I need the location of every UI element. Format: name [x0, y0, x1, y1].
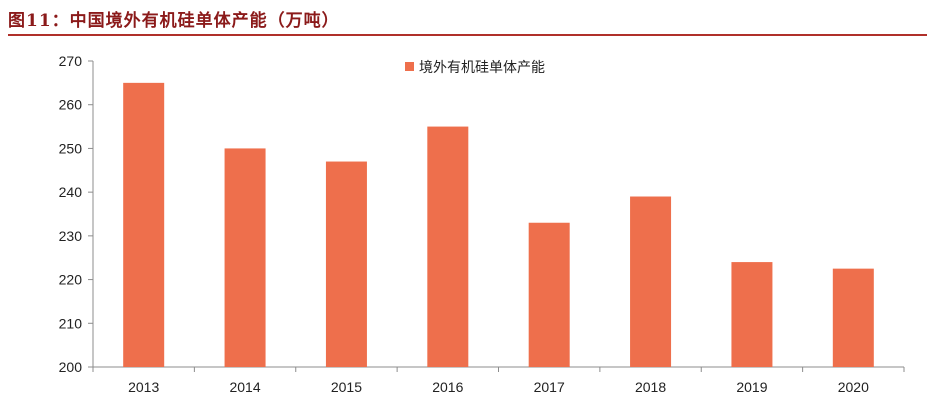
legend-label: 境外有机硅单体产能	[419, 60, 545, 76]
bar-2019	[731, 262, 773, 367]
y-tick-label: 230	[59, 228, 83, 244]
title-divider	[8, 34, 927, 36]
bar-2015	[325, 161, 367, 367]
bar-2013	[123, 82, 165, 367]
x-tick-label: 2013	[128, 379, 159, 395]
y-tick-label: 210	[59, 315, 83, 331]
x-tick-label: 2019	[736, 379, 767, 395]
y-tick-label: 200	[59, 359, 83, 375]
bar-2014	[224, 148, 266, 367]
bar-2017	[528, 222, 570, 367]
bars	[123, 82, 874, 367]
x-tick-label: 2017	[534, 379, 565, 395]
figure-title: 图11：中国境外有机硅单体产能（万吨）	[8, 11, 340, 31]
x-tick-label: 2018	[635, 379, 666, 395]
y-tick-label: 250	[59, 140, 83, 156]
x-tick-label: 2014	[229, 379, 260, 395]
bar-2016	[427, 126, 469, 367]
y-tick-label: 240	[59, 184, 83, 200]
bar-2018	[630, 196, 672, 367]
x-tick-label: 2016	[432, 379, 463, 395]
y-tick-label: 260	[59, 97, 83, 113]
x-axis: 2013 2014 2015 2016 2017 2018 2019 2020	[92, 366, 905, 395]
legend-swatch	[405, 62, 414, 71]
x-tick-label: 2020	[838, 379, 869, 395]
legend: 境外有机硅单体产能	[405, 60, 545, 76]
x-tick-label: 2015	[331, 379, 362, 395]
y-tick-label: 220	[59, 272, 83, 288]
bar-2020	[832, 268, 874, 367]
y-axis: 200 210 220 230 240 250 260 270	[59, 53, 94, 375]
y-tick-label: 270	[59, 53, 83, 69]
